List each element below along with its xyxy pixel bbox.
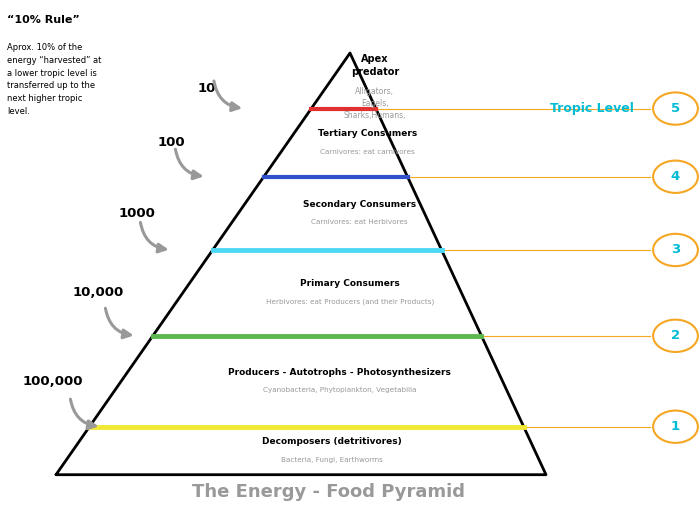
Circle shape <box>653 411 698 443</box>
Text: The Energy - Food Pyramid: The Energy - Food Pyramid <box>193 483 466 501</box>
Text: Tertiary Consumers: Tertiary Consumers <box>318 129 417 138</box>
Text: Bacteria, Fungi, Earthworms: Bacteria, Fungi, Earthworms <box>281 457 383 463</box>
Text: 4: 4 <box>671 170 680 183</box>
Circle shape <box>653 161 698 193</box>
Text: 1000: 1000 <box>118 207 155 220</box>
Text: “10% Rule”: “10% Rule” <box>7 15 80 25</box>
Text: 3: 3 <box>671 243 680 257</box>
Text: 10: 10 <box>197 82 216 95</box>
Text: Secondary Consumers: Secondary Consumers <box>303 200 416 209</box>
Text: Cyanobacteria, Phytoplankton, Vegetabilia: Cyanobacteria, Phytoplankton, Vegetabili… <box>263 387 416 393</box>
Text: Carnivores: eat carnivores: Carnivores: eat carnivores <box>320 149 415 155</box>
Text: 5: 5 <box>671 102 680 115</box>
Text: Carnivores: eat Herbivores: Carnivores: eat Herbivores <box>311 220 407 225</box>
Text: Tropic Level: Tropic Level <box>550 102 634 115</box>
Text: 100: 100 <box>158 136 186 149</box>
Text: Herbivores: eat Producers (and their Products): Herbivores: eat Producers (and their Pro… <box>266 299 434 305</box>
Text: 1: 1 <box>671 420 680 433</box>
Text: Primary Consumers: Primary Consumers <box>300 279 400 288</box>
Circle shape <box>653 320 698 352</box>
Text: 100,000: 100,000 <box>22 375 83 388</box>
Circle shape <box>653 234 698 266</box>
Text: Producers - Autotrophs - Photosynthesizers: Producers - Autotrophs - Photosynthesize… <box>228 368 452 377</box>
Text: Apex
predator: Apex predator <box>351 55 399 77</box>
Circle shape <box>653 92 698 125</box>
Text: Alligators,
Eagels,
Sharks,Humans,: Alligators, Eagels, Sharks,Humans, <box>344 87 406 120</box>
Text: Aprox. 10% of the
energy “harvested” at
a lower tropic level is
transferred up t: Aprox. 10% of the energy “harvested” at … <box>7 43 101 116</box>
Text: 2: 2 <box>671 329 680 342</box>
Text: 10,000: 10,000 <box>72 286 124 299</box>
Text: Decomposers (detritivores): Decomposers (detritivores) <box>262 437 402 446</box>
